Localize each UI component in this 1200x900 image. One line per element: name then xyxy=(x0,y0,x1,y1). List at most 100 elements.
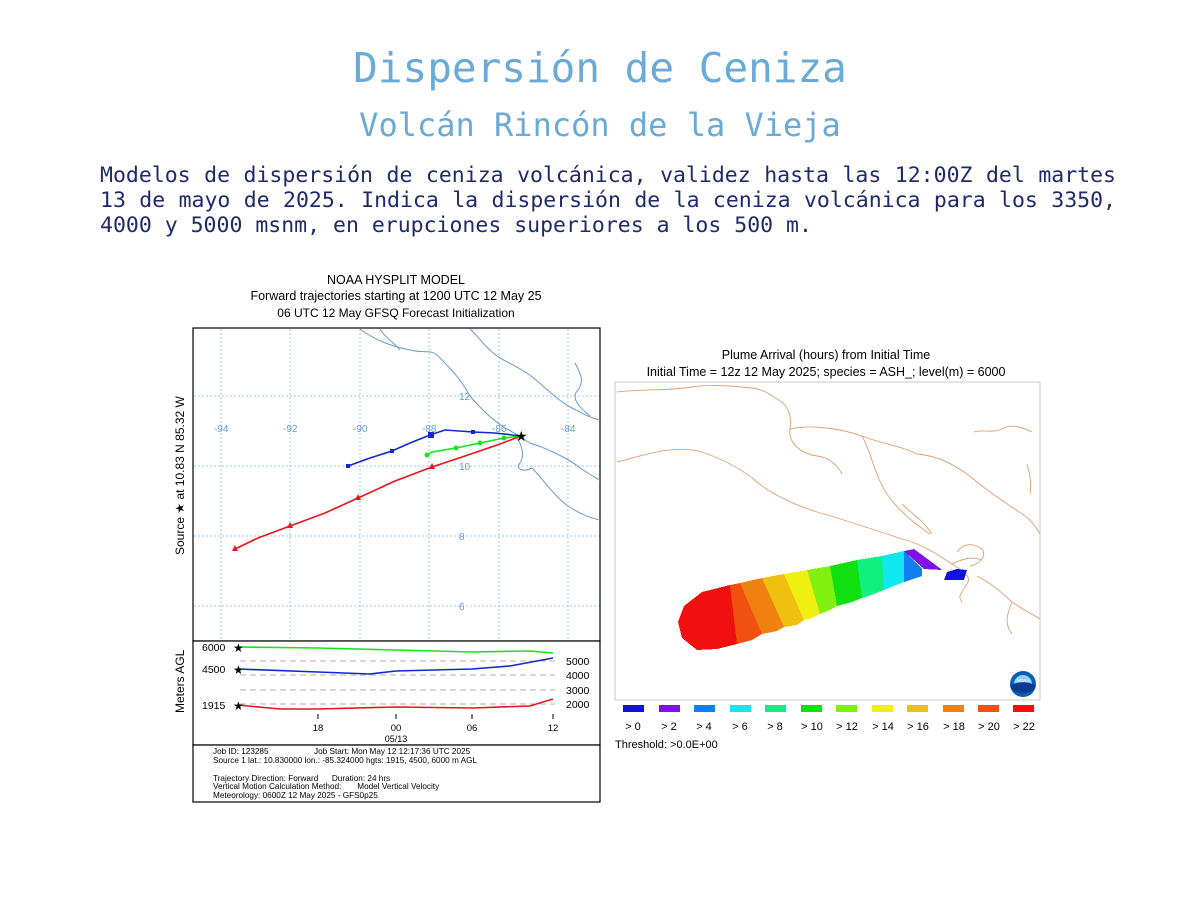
height-line-red xyxy=(237,698,554,710)
plume-band-8 xyxy=(857,556,884,598)
time-label: 06 xyxy=(467,723,478,734)
lon-labels: -94 -92 -90 -88 -86 -84 xyxy=(214,424,576,435)
source-star-icon: ★ xyxy=(515,428,528,444)
hysplit-trajectory-figure: NOAA HYSPLIT MODEL Forward trajectories … xyxy=(173,273,601,803)
legend-label: > 22 xyxy=(1013,721,1035,733)
hysplit-title-line2: Forward trajectories starting at 1200 UT… xyxy=(250,289,541,303)
plume-band-4 xyxy=(904,551,922,582)
trajectory-red xyxy=(234,435,522,550)
plume-legend: > 0 > 2 > 4 > 6 > 8 > 10 > 12 > 14 > 16 … xyxy=(615,705,1035,751)
legend-swatch xyxy=(943,705,964,712)
coastline xyxy=(359,328,601,521)
legend-label: > 0 xyxy=(625,721,641,733)
plume-map: NOAA xyxy=(614,381,1041,701)
svg-text:★: ★ xyxy=(233,641,244,655)
plume-band-0 xyxy=(944,569,967,580)
legend-swatch xyxy=(907,705,928,712)
svg-text:★: ★ xyxy=(233,663,244,677)
lon-label: -88 xyxy=(422,424,437,435)
description-text: Modelos de dispersión de ceniza volcánic… xyxy=(100,163,1116,238)
plume-band-10 xyxy=(830,560,862,606)
legend-swatch xyxy=(836,705,857,712)
plume-bands xyxy=(678,549,967,650)
legend-label: > 16 xyxy=(907,721,929,733)
plume-band-22 xyxy=(678,585,737,650)
legend-swatch xyxy=(801,705,822,712)
lon-label: -86 xyxy=(492,424,507,435)
lon-label: -92 xyxy=(283,424,298,435)
lat-labels: 12 10 8 6 xyxy=(459,392,471,613)
info-line: Job ID: 123285 Job Start: Mon May 12 12:… xyxy=(213,747,471,756)
trajectory-red-markers xyxy=(232,463,435,551)
legend-swatch xyxy=(1013,705,1034,712)
lat-label: 8 xyxy=(459,532,465,543)
legend-swatch xyxy=(623,705,644,712)
trajectory-blue-markers xyxy=(346,430,475,468)
trajectory-map: -94 -92 -90 -88 -86 -84 12 10 8 6 xyxy=(192,327,601,642)
legend-swatches xyxy=(623,705,1034,712)
legend-label: > 20 xyxy=(978,721,1000,733)
map-grid xyxy=(194,329,599,641)
meters-agl-label: Meters AGL xyxy=(173,649,187,713)
legend-label: > 4 xyxy=(696,721,712,733)
time-label: 18 xyxy=(313,723,324,734)
plume-band-2 xyxy=(904,549,942,570)
height-line-green xyxy=(237,646,554,654)
plume-band-20 xyxy=(730,583,762,644)
hysplit-title-line1: NOAA HYSPLIT MODEL xyxy=(327,273,465,287)
height-left-label: 6000 xyxy=(202,642,226,654)
plume-band-18 xyxy=(740,578,784,634)
legend-swatch xyxy=(978,705,999,712)
height-right-label: 4000 xyxy=(566,670,590,682)
legend-swatch xyxy=(730,705,751,712)
legend-swatch xyxy=(694,705,715,712)
lat-label: 10 xyxy=(459,462,471,473)
height-right-label: 5000 xyxy=(566,656,590,668)
legend-label: > 6 xyxy=(732,721,748,733)
legend-swatch xyxy=(659,705,680,712)
page-subtitle: Volcán Rincón de la Vieja xyxy=(359,106,841,144)
noaa-logo: NOAA xyxy=(1010,671,1036,697)
legend-labels: > 0 > 2 > 4 > 6 > 8 > 10 > 12 > 14 > 16 … xyxy=(625,721,1035,733)
svg-text:★: ★ xyxy=(233,699,244,713)
info-line: Meteorology: 0600Z 12 May 2025 - GFS0p25 xyxy=(213,791,378,800)
info-line: Trajectory Direction: Forward Duration: … xyxy=(213,774,390,783)
threshold-label: Threshold: >0.0E+00 xyxy=(615,739,718,751)
plume-band-12 xyxy=(807,566,837,614)
legend-swatch xyxy=(765,705,786,712)
plume-band-16 xyxy=(762,574,804,627)
legend-label: > 18 xyxy=(943,721,965,733)
legend-label: > 14 xyxy=(872,721,894,733)
height-line-blue xyxy=(237,657,554,675)
legend-label: > 2 xyxy=(661,721,677,733)
height-right-label: 2000 xyxy=(566,699,590,711)
plume-band-6 xyxy=(882,551,904,590)
lon-label: -84 xyxy=(561,424,576,435)
lon-label: -90 xyxy=(353,424,368,435)
plume-title-line1: Plume Arrival (hours) from Initial Time xyxy=(722,348,930,362)
hysplit-info-box: Job ID: 123285 Job Start: Mon May 12 12:… xyxy=(192,744,601,803)
time-label: 12 xyxy=(548,723,559,734)
time-label: 00 xyxy=(391,723,402,734)
legend-swatch xyxy=(872,705,893,712)
lat-label: 12 xyxy=(459,392,471,403)
country-borders xyxy=(616,385,1041,635)
info-line: Source 1 lat.: 10.830000 lon.: -85.32400… xyxy=(213,756,477,765)
height-right-label: 3000 xyxy=(566,685,590,697)
lat-label: 6 xyxy=(459,602,465,613)
hysplit-title-line3: 06 UTC 12 May GFSQ Forecast Initializati… xyxy=(277,306,514,320)
trajectory-green xyxy=(426,435,522,456)
page-title: Dispersión de Ceniza xyxy=(353,44,847,92)
height-left-label: 4500 xyxy=(202,664,226,676)
legend-label: > 8 xyxy=(767,721,783,733)
info-line: Vertical Motion Calculation Method: Mode… xyxy=(213,782,440,791)
plume-arrival-figure: Plume Arrival (hours) from Initial Time … xyxy=(614,348,1041,751)
date-label: 05/13 xyxy=(385,734,408,744)
plume-title-line2: Initial Time = 12z 12 May 2025; species … xyxy=(647,365,1006,379)
source-side-label: Source ★ at 10.83 N 85.32 W xyxy=(173,395,187,555)
legend-label: > 10 xyxy=(801,721,823,733)
trajectory-green-markers xyxy=(424,435,507,458)
height-panel: ★ ★ ★ 6000 4500 1915 5000 4000 3000 2000… xyxy=(192,640,601,746)
height-left-label: 1915 xyxy=(202,700,226,712)
lon-label: -94 xyxy=(214,424,229,435)
